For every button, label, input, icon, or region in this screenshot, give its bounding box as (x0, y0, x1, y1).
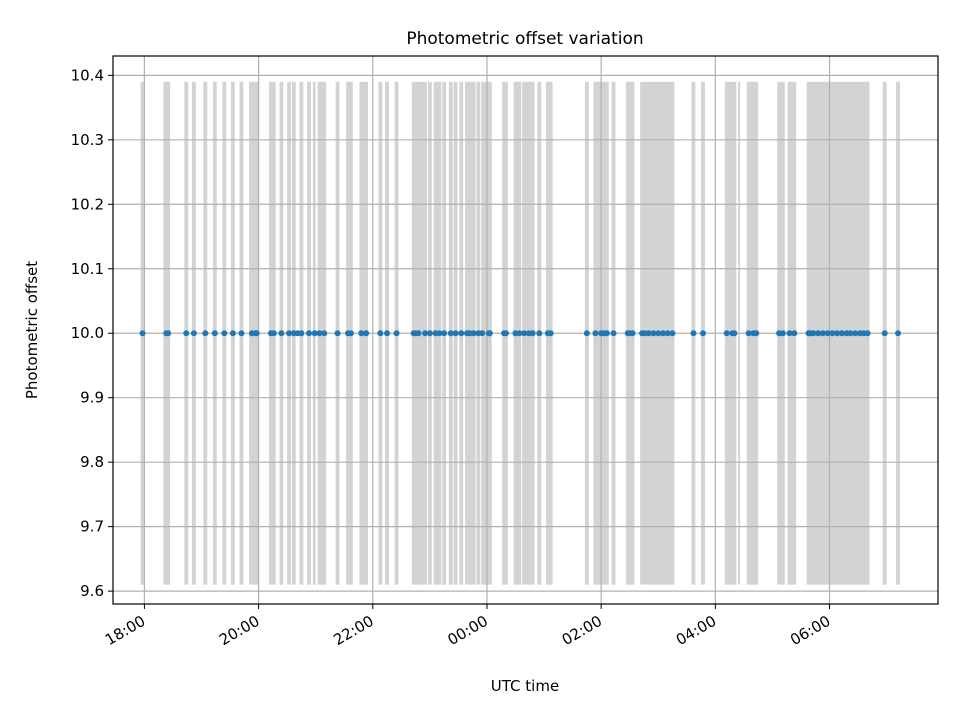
data-point-47 (479, 330, 486, 337)
data-point-23 (321, 330, 328, 337)
data-point-7 (221, 330, 228, 337)
data-point-16 (286, 330, 293, 337)
data-point-99 (847, 330, 854, 337)
data-point-94 (824, 330, 831, 337)
data-point-97 (838, 330, 845, 337)
data-point-93 (819, 330, 826, 337)
data-point-75 (664, 330, 671, 337)
data-point-68 (629, 330, 636, 337)
data-point-6 (211, 330, 218, 337)
plot-frame (112, 55, 939, 605)
data-point-56 (529, 330, 536, 337)
data-point-76 (669, 330, 676, 337)
y-tick-label-1: 9.7 (80, 518, 104, 536)
data-point-79 (723, 330, 730, 337)
data-point-45 (470, 330, 477, 337)
data-point-9 (238, 330, 245, 337)
data-point-78 (699, 330, 706, 337)
data-point-26 (347, 330, 354, 337)
data-point-59 (547, 330, 554, 337)
data-point-22 (316, 330, 323, 337)
data-point-95 (829, 330, 836, 337)
chart-title: Photometric offset variation (406, 29, 643, 49)
data-point-35 (422, 330, 429, 337)
data-point-82 (745, 330, 752, 337)
data-point-5 (202, 330, 209, 337)
y-tick-label-2: 9.8 (80, 453, 104, 471)
data-point-88 (791, 330, 798, 337)
data-point-49 (486, 330, 493, 337)
data-point-57 (536, 330, 543, 337)
data-point-105 (895, 330, 902, 337)
data-point-21 (311, 330, 318, 337)
y-tick-label-3: 9.9 (80, 389, 104, 407)
data-point-24 (334, 330, 341, 337)
data-point-91 (810, 330, 817, 337)
data-point-104 (881, 330, 888, 337)
data-point-51 (502, 330, 509, 337)
data-point-2 (165, 330, 172, 337)
data-point-34 (415, 330, 422, 337)
data-point-64 (603, 330, 610, 337)
data-point-53 (516, 330, 523, 337)
data-point-27 (358, 330, 365, 337)
data-point-40 (447, 330, 454, 337)
y-tick-label-6: 10.2 (71, 195, 104, 213)
data-points (139, 330, 902, 337)
data-point-74 (660, 330, 666, 337)
data-point-41 (452, 330, 459, 337)
data-point-86 (779, 330, 786, 337)
data-point-42 (458, 330, 465, 337)
data-point-4 (190, 330, 197, 337)
data-point-81 (731, 330, 738, 337)
y-tick-label-5: 10.1 (71, 260, 104, 278)
data-point-87 (786, 330, 793, 337)
data-point-3 (183, 330, 190, 337)
data-point-29 (377, 330, 384, 337)
data-point-77 (690, 330, 697, 337)
data-point-12 (253, 330, 260, 337)
data-point-60 (583, 330, 590, 337)
data-point-19 (298, 330, 305, 337)
y-tick-label-8: 10.4 (71, 66, 104, 84)
data-point-103 (864, 330, 871, 337)
data-point-30 (384, 330, 391, 337)
y-tick-label-4: 10.0 (71, 324, 104, 342)
data-point-28 (363, 330, 370, 337)
y-axis-ticks: 9.6 9.7 9.8 9.9 10.0 10.1 10.2 10.3 10.4 (71, 66, 113, 600)
y-tick-label-7: 10.3 (71, 131, 104, 149)
data-point-72 (650, 330, 657, 337)
data-point-71 (645, 330, 652, 337)
data-point-0 (139, 330, 146, 337)
data-point-15 (278, 330, 285, 337)
grid-lines (113, 56, 938, 604)
data-point-54 (521, 330, 528, 337)
data-point-96 (834, 330, 841, 337)
data-point-100 (852, 330, 859, 337)
data-point-14 (270, 330, 277, 337)
y-tick-label-0: 9.6 (80, 582, 104, 600)
data-point-8 (229, 330, 236, 337)
x-axis-title: UTC time (491, 677, 559, 695)
data-point-61 (592, 330, 599, 337)
data-point-39 (441, 330, 448, 337)
data-point-73 (655, 330, 662, 337)
data-point-38 (436, 330, 443, 337)
y-axis-title: Photometric offset (23, 261, 41, 399)
data-point-20 (306, 330, 313, 337)
data-point-65 (610, 330, 617, 337)
data-point-92 (815, 330, 822, 337)
data-point-84 (753, 330, 760, 337)
data-point-36 (426, 330, 433, 337)
data-point-31 (393, 330, 400, 337)
